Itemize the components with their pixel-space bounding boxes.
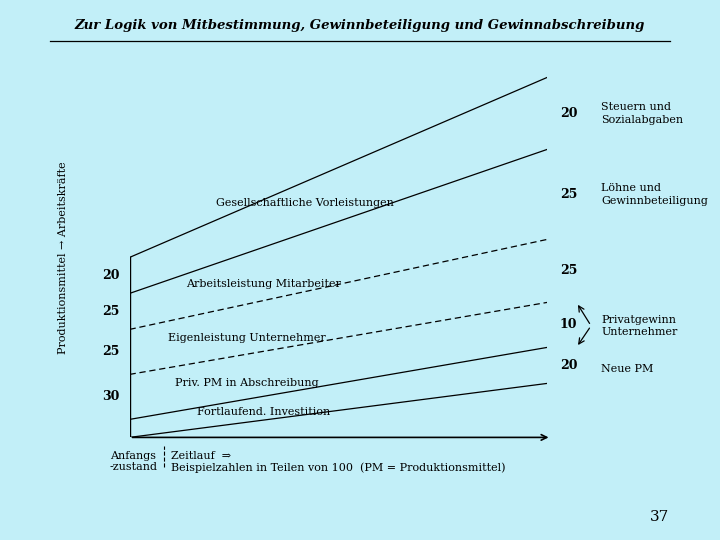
Text: Anfangs
-zustand: Anfangs -zustand — [109, 451, 157, 472]
Text: Löhne und
Gewinnbeteiligung: Löhne und Gewinnbeteiligung — [601, 183, 708, 206]
Text: Priv. PM in Abschreibung: Priv. PM in Abschreibung — [175, 379, 318, 388]
Text: Arbeitsleistung Mitarbeiter: Arbeitsleistung Mitarbeiter — [186, 279, 341, 289]
Text: 25: 25 — [559, 265, 577, 278]
Text: 25: 25 — [102, 346, 120, 359]
Text: 10: 10 — [559, 319, 577, 332]
Text: 37: 37 — [650, 510, 670, 524]
Text: Eigenleistung Unternehmer: Eigenleistung Unternehmer — [168, 333, 325, 343]
Text: Zeitlauf  ⇒
Beispielzahlen in Teilen von 100  (PM = Produktionsmittel): Zeitlauf ⇒ Beispielzahlen in Teilen von … — [171, 451, 505, 473]
Text: Gesellschaftliche Vorleistungen: Gesellschaftliche Vorleistungen — [216, 198, 394, 208]
Text: 30: 30 — [102, 390, 120, 403]
Text: 25: 25 — [559, 188, 577, 201]
Text: Zur Logik von Mitbestimmung, Gewinnbeteiligung und Gewinnabschreibung: Zur Logik von Mitbestimmung, Gewinnbetei… — [75, 19, 645, 32]
Text: Privatgewinn
Unternehmer: Privatgewinn Unternehmer — [601, 315, 678, 337]
Text: 20: 20 — [559, 359, 577, 372]
Text: Fortlaufend. Investition: Fortlaufend. Investition — [197, 407, 330, 417]
Text: 20: 20 — [102, 269, 120, 282]
Text: Produktionsmittel → Arbeitskräfte: Produktionsmittel → Arbeitskräfte — [58, 161, 68, 354]
Text: Steuern und
Sozialabgaben: Steuern und Sozialabgaben — [601, 102, 683, 125]
Text: 20: 20 — [559, 107, 577, 120]
Text: Neue PM: Neue PM — [601, 364, 654, 374]
Text: 25: 25 — [102, 305, 120, 318]
